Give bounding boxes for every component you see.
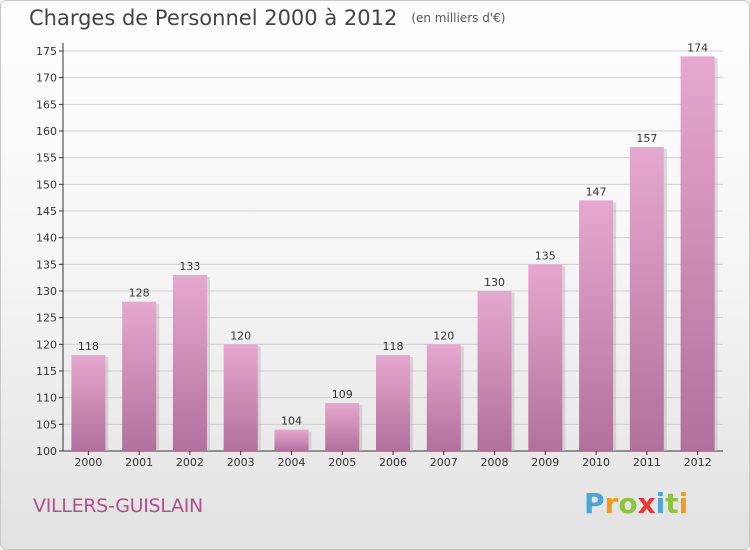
x-tick-label: 2003 [227, 456, 255, 469]
x-tick-label: 2008 [481, 456, 509, 469]
bar-value-label: 130 [484, 276, 505, 289]
bar [71, 355, 106, 451]
bar [629, 147, 664, 451]
y-tick-label: 110 [36, 392, 57, 405]
x-tick-label: 2010 [582, 456, 610, 469]
y-tick-label: 140 [36, 232, 57, 245]
bar [122, 301, 157, 451]
x-tick-label: 2004 [277, 456, 305, 469]
bar-value-label: 118 [78, 340, 99, 353]
y-tick-label: 155 [36, 152, 57, 165]
x-tick-label: 2000 [74, 456, 102, 469]
bar [376, 355, 410, 451]
bar [325, 403, 360, 451]
y-tick-label: 125 [36, 312, 57, 325]
y-tick-label: 130 [36, 285, 57, 298]
logo-letter: x [637, 487, 656, 520]
bar [274, 429, 309, 451]
y-tick-label: 105 [36, 418, 57, 431]
bar [172, 275, 207, 451]
y-tick-label: 100 [36, 445, 57, 458]
y-tick-label: 170 [36, 72, 57, 85]
x-tick-label: 2009 [531, 456, 559, 469]
bar-value-label: 128 [129, 287, 150, 300]
y-tick-label: 165 [36, 98, 57, 111]
logo-letter: i [678, 487, 689, 520]
x-tick-label: 2011 [633, 456, 661, 469]
bar-value-label: 157 [636, 132, 657, 145]
bar [426, 344, 461, 451]
bar-value-label: 109 [332, 388, 353, 401]
y-tick-label: 145 [36, 205, 57, 218]
bar-value-label: 104 [281, 415, 302, 428]
bar-value-label: 118 [383, 340, 404, 353]
y-tick-label: 135 [36, 258, 57, 271]
logo-letter: P [584, 487, 605, 520]
bars [71, 56, 718, 451]
bar [579, 200, 614, 451]
proxiti-logo: Proxiti [584, 487, 688, 520]
x-tick-label: 2007 [430, 456, 458, 469]
chart-title: Charges de Personnel 2000 à 2012 (en mill… [29, 6, 505, 30]
bar [223, 344, 258, 451]
x-tick-label: 2002 [176, 456, 204, 469]
bar-value-label: 120 [433, 329, 454, 342]
bar-value-label: 174 [687, 41, 708, 54]
y-tick-label: 160 [36, 125, 57, 138]
y-tick-label: 120 [36, 338, 57, 351]
labels: 2000 118 2001 128 2002 133 2003 120 2004 104 2005 1… [74, 41, 711, 469]
logo-letter: o [618, 487, 638, 520]
chart-title-text: Charges de Personnel 2000 à 2012 [29, 6, 398, 30]
commune-name: VILLERS-GUISLAIN [33, 495, 203, 517]
logo-letter: t [665, 487, 679, 520]
logo-letter: i [655, 487, 666, 520]
bar-value-label: 120 [230, 329, 251, 342]
bar-value-label: 133 [179, 260, 200, 273]
chart-subtitle: (en milliers d'€) [411, 11, 506, 25]
logo-letter: r [604, 487, 619, 520]
x-tick-label: 2005 [328, 456, 356, 469]
x-tick-label: 2006 [379, 456, 407, 469]
bar [680, 56, 715, 451]
y-tick-label: 115 [36, 365, 57, 378]
bar [528, 264, 563, 451]
bar-value-label: 147 [586, 185, 607, 198]
x-tick-label: 2012 [684, 456, 712, 469]
x-tick-label: 2001 [125, 456, 153, 469]
y-tick-label: 150 [36, 178, 57, 191]
y-tick-label: 175 [36, 45, 57, 58]
bar [477, 291, 512, 451]
bar-value-label: 135 [535, 249, 556, 262]
